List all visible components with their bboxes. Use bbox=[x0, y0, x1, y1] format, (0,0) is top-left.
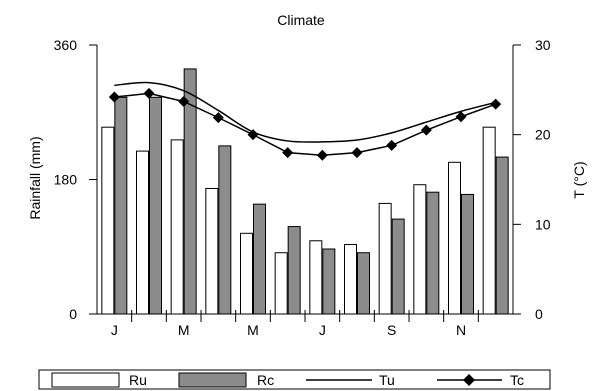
marker-tc bbox=[351, 147, 363, 159]
bar-rc bbox=[495, 156, 509, 315]
plot-area: 0 180 360 0 10 20 30 J M M J S N bbox=[54, 37, 551, 338]
x-tick-label: M bbox=[178, 322, 190, 338]
bar-ru bbox=[136, 150, 149, 315]
bar-ru bbox=[482, 126, 496, 315]
bar-rc bbox=[391, 218, 405, 315]
bar-ru bbox=[205, 187, 219, 315]
bar-rc bbox=[218, 145, 232, 315]
y-tick-label-left: 0 bbox=[69, 306, 77, 322]
legend-box bbox=[38, 369, 551, 390]
y-axis-label-left: Rainfall (mm) bbox=[27, 136, 43, 219]
bar-ru bbox=[309, 240, 323, 315]
marker-tc bbox=[108, 91, 120, 103]
marker-tc bbox=[212, 112, 224, 124]
marker-tc bbox=[490, 98, 502, 110]
y-tick-label-left: 360 bbox=[54, 37, 78, 53]
line-tu bbox=[114, 81, 496, 143]
bar-rc bbox=[322, 248, 336, 315]
bar-ru bbox=[170, 139, 184, 315]
bar-ru bbox=[101, 126, 115, 315]
marker-tc bbox=[316, 149, 328, 161]
marker-tc bbox=[455, 111, 467, 123]
x-tick-label: J bbox=[111, 322, 118, 338]
y-tick-label-right: 0 bbox=[535, 306, 543, 322]
marker-tc bbox=[178, 95, 190, 107]
y-tick-label-right: 30 bbox=[535, 37, 551, 53]
x-tick-label: J bbox=[319, 322, 326, 338]
bar-rc bbox=[183, 68, 197, 315]
legend-label-rc: Rc bbox=[257, 372, 274, 388]
bar-rc bbox=[287, 226, 301, 315]
bar-ru bbox=[344, 244, 357, 315]
legend-label-tc: Tc bbox=[510, 372, 524, 388]
y-tick-label-right: 10 bbox=[535, 216, 551, 232]
bar-ru bbox=[413, 184, 427, 315]
bar-ru bbox=[240, 232, 253, 315]
legend-swatch-rc bbox=[178, 372, 247, 388]
marker-tc bbox=[247, 129, 259, 141]
bar-ru bbox=[448, 161, 461, 315]
bar-ru bbox=[378, 202, 392, 315]
marker-tc bbox=[386, 139, 398, 151]
legend-label-tu: Tu bbox=[379, 372, 395, 388]
y-tick-label-left: 180 bbox=[54, 172, 78, 188]
chart-title: Climate bbox=[277, 12, 325, 28]
y-tick-label-right: 20 bbox=[535, 127, 551, 143]
bar-rc bbox=[426, 191, 440, 315]
legend-swatch-ru bbox=[51, 372, 120, 388]
marker-tc bbox=[143, 87, 155, 99]
marker-tc bbox=[282, 147, 294, 159]
x-tick-label: S bbox=[387, 322, 396, 338]
marker-tc bbox=[420, 124, 432, 136]
bar-rc bbox=[149, 96, 162, 315]
legend: Ru Rc Tu Tc bbox=[38, 369, 551, 390]
legend-marker-tc bbox=[463, 374, 475, 386]
line-tc bbox=[114, 92, 496, 157]
bar-rc bbox=[253, 203, 266, 315]
x-tick-label: M bbox=[247, 322, 259, 338]
bar-ru bbox=[274, 252, 288, 315]
bar-rc bbox=[461, 193, 474, 315]
y-axis-label-right: T (°C) bbox=[571, 161, 587, 198]
bar-rc bbox=[114, 96, 128, 315]
bar-rc bbox=[357, 252, 370, 315]
x-tick-label: N bbox=[456, 322, 466, 338]
legend-label-ru: Ru bbox=[129, 372, 147, 388]
